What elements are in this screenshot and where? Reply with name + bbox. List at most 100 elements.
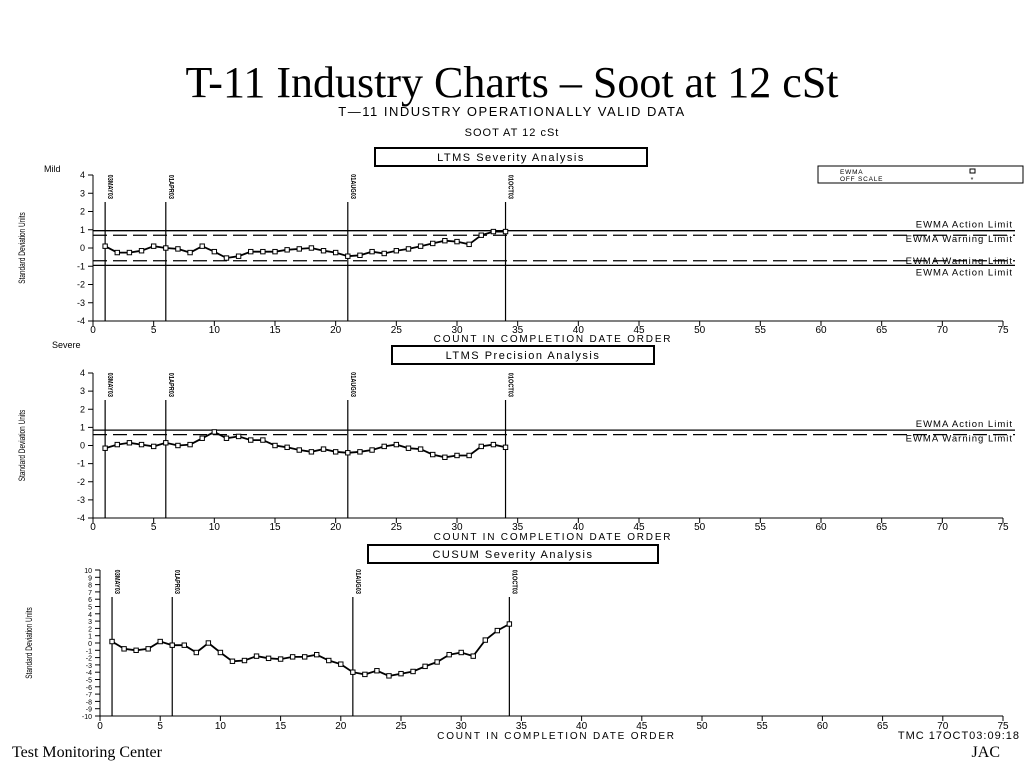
y-tick-label: -3 (86, 663, 92, 670)
limit-line-label: EWMA Action Limit (916, 267, 1013, 278)
date-marker-label: 01AUG03 (354, 569, 362, 594)
x-tick-label: 25 (391, 522, 403, 533)
data-point (284, 247, 290, 253)
data-point (193, 649, 200, 656)
data-point (369, 248, 375, 255)
y-axis-label: Standard Deviation Units (17, 212, 27, 284)
x-tick-label: 65 (877, 721, 889, 732)
data-point (121, 646, 127, 652)
panel-title: CUSUM Severity Analysis (432, 549, 593, 561)
limit-line-label: EWMA Action Limit (916, 419, 1013, 430)
date-marker-label: 03MAY03 (113, 570, 121, 595)
data-point (454, 238, 460, 245)
x-tick-label: 15 (275, 721, 287, 732)
y-tick-label: -2 (77, 477, 85, 487)
y-tick-label: -5 (86, 678, 92, 685)
data-point (277, 656, 284, 662)
data-point (114, 249, 120, 256)
footer-right-text: JAC (971, 744, 1000, 761)
y-tick-label: 8 (88, 583, 92, 590)
data-point (199, 435, 205, 441)
limit-line-label: EWMA Warning Limit (906, 234, 1013, 245)
data-point (175, 442, 181, 449)
data-point (241, 657, 248, 664)
data-point (102, 243, 108, 249)
data-point (211, 248, 218, 255)
data-point (470, 653, 476, 659)
x-tick-label: 40 (576, 721, 588, 732)
y-tick-label: -3 (77, 298, 85, 308)
data-point (350, 669, 356, 675)
data-point (223, 435, 230, 441)
y-tick-label: 0 (80, 243, 85, 253)
data-point (430, 451, 436, 458)
x-axis-label: COUNT IN COMPLETION DATE ORDER (434, 532, 673, 543)
data-point (289, 654, 296, 660)
severe-label: Severe (52, 340, 81, 350)
date-marker-label: 01AUG03 (349, 372, 357, 397)
data-point (478, 443, 484, 450)
data-point (381, 443, 387, 450)
x-tick-label: 70 (937, 325, 949, 336)
data-point (338, 661, 344, 667)
x-tick-label: 45 (633, 522, 645, 533)
data-point (126, 249, 133, 256)
data-point (223, 255, 230, 261)
y-tick-label: 4 (80, 170, 85, 180)
data-point (205, 640, 212, 646)
data-point (308, 245, 315, 251)
y-tick-label: 1 (80, 422, 85, 432)
data-point (265, 655, 272, 662)
data-point (229, 658, 236, 664)
figure-subtitle: SOOT AT 12 cSt (465, 127, 560, 139)
legend-label: EWMA (840, 169, 863, 176)
data-point (405, 445, 412, 451)
x-tick-label: 55 (755, 522, 767, 533)
data-point (126, 440, 133, 446)
x-tick-label: 45 (636, 721, 648, 732)
y-tick-label: 3 (88, 619, 92, 626)
data-point (301, 654, 308, 660)
y-tick-label: 0 (80, 441, 85, 451)
x-tick-label: 25 (391, 325, 403, 336)
data-point (332, 449, 339, 455)
x-tick-label: 5 (151, 325, 157, 336)
y-tick-label: -4 (77, 513, 85, 523)
x-tick-label: 5 (157, 721, 163, 732)
x-tick-label: 60 (817, 721, 829, 732)
data-point (248, 248, 254, 255)
x-tick-label: 50 (694, 325, 706, 336)
data-point (446, 651, 452, 658)
data-point (235, 253, 242, 259)
data-point (362, 671, 368, 678)
legend-label: OFF SCALE (840, 176, 883, 183)
x-tick-label: 0 (90, 522, 96, 533)
data-point (248, 437, 254, 443)
y-tick-label: -6 (86, 685, 92, 692)
x-tick-label: 15 (269, 522, 281, 533)
y-tick-label: 10 (84, 568, 92, 575)
data-point (145, 646, 151, 652)
y-tick-label: 4 (80, 368, 85, 378)
legend-star-marker: * (971, 177, 974, 184)
x-tick-label: 35 (512, 522, 524, 533)
data-point (417, 243, 424, 249)
x-tick-label: 65 (876, 325, 888, 336)
x-tick-label: 50 (694, 522, 706, 533)
date-marker-label: 03MAY03 (106, 373, 114, 398)
y-tick-label: 3 (80, 386, 85, 396)
x-tick-label: 40 (573, 325, 585, 336)
x-tick-label: 0 (90, 325, 96, 336)
data-point (490, 228, 497, 235)
data-point (320, 248, 327, 254)
legend-box (817, 165, 1024, 184)
date-marker-label: 01APR03 (173, 570, 181, 595)
data-point (109, 638, 115, 645)
data-point (506, 621, 513, 627)
panel-title: LTMS Severity Analysis (437, 152, 585, 164)
slide-title: T-11 Industry Charts – Soot at 12 cSt (185, 58, 839, 107)
x-tick-label: 5 (151, 522, 157, 533)
